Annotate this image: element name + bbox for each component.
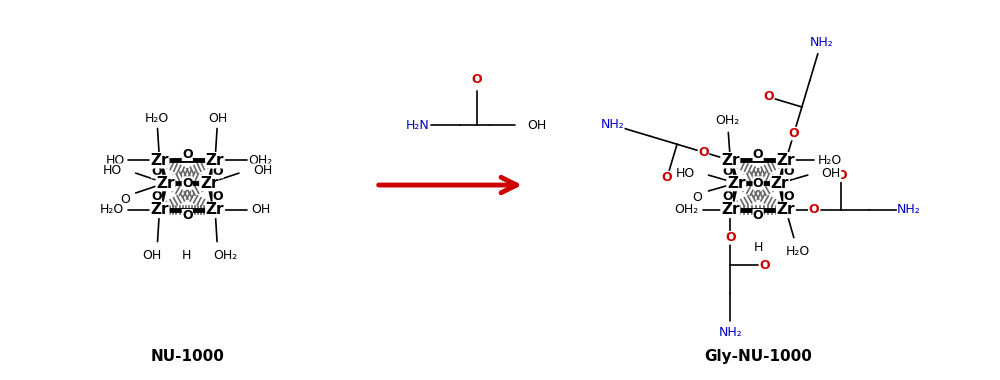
Text: HO: HO [675,166,695,180]
Text: O: O [722,190,733,203]
Text: O: O [472,73,482,86]
Text: H: H [182,249,191,262]
Text: OH: OH [253,164,272,177]
Text: Zr: Zr [206,153,224,168]
Text: O: O [662,171,672,184]
Text: Gly-NU-1000: Gly-NU-1000 [704,349,812,364]
Text: O: O [753,148,763,161]
Text: O: O [693,192,703,204]
Text: O: O [182,209,193,222]
Text: H₂N: H₂N [406,119,429,132]
Text: OH: OH [822,166,841,180]
Text: O: O [722,165,733,178]
Text: Zr: Zr [721,153,740,168]
Text: OH₂: OH₂ [715,114,739,127]
Text: HO: HO [106,154,125,167]
Text: OH₂: OH₂ [249,154,273,167]
Text: O: O [182,177,193,190]
Text: H₂O: H₂O [100,203,124,216]
Text: O: O [753,209,763,222]
Text: OH: OH [142,249,161,262]
Text: Zr: Zr [721,203,740,217]
Text: Zr: Zr [156,176,175,190]
Text: NH₂: NH₂ [897,203,921,216]
Text: O: O [213,165,223,178]
Text: O: O [836,169,847,182]
Text: Zr: Zr [150,153,169,168]
Text: OH₂: OH₂ [213,249,237,262]
Text: Zr: Zr [777,153,795,168]
Text: H: H [753,241,763,254]
Text: Zr: Zr [777,203,795,217]
Text: O: O [763,90,774,103]
Text: O: O [789,127,799,140]
Text: NH₂: NH₂ [718,326,742,339]
Text: O: O [725,231,736,244]
Text: NH₂: NH₂ [809,36,833,49]
Text: O: O [151,165,162,178]
Text: O: O [698,146,709,159]
Text: Zr: Zr [727,176,746,190]
Text: O: O [182,148,193,161]
Text: OH: OH [251,203,270,216]
Text: O: O [151,190,162,203]
Text: H₂O: H₂O [144,112,169,125]
Text: O: O [760,259,770,272]
Text: NH₂: NH₂ [601,118,624,131]
Text: H₂O: H₂O [817,154,842,167]
Text: O: O [784,190,794,203]
Text: OH: OH [527,119,546,132]
Text: OH: OH [208,112,228,125]
Text: O: O [213,190,223,203]
Text: H₂O: H₂O [786,245,810,258]
Text: Zr: Zr [206,203,224,217]
Text: NU-1000: NU-1000 [150,349,224,364]
Text: Zr: Zr [771,176,789,190]
Text: O: O [808,203,819,216]
Text: OH₂: OH₂ [675,203,699,216]
Text: O: O [120,193,130,206]
Text: Zr: Zr [200,176,218,190]
Text: O: O [784,165,794,178]
Text: Zr: Zr [150,203,169,217]
Text: HO: HO [103,164,122,177]
Text: O: O [753,177,763,190]
